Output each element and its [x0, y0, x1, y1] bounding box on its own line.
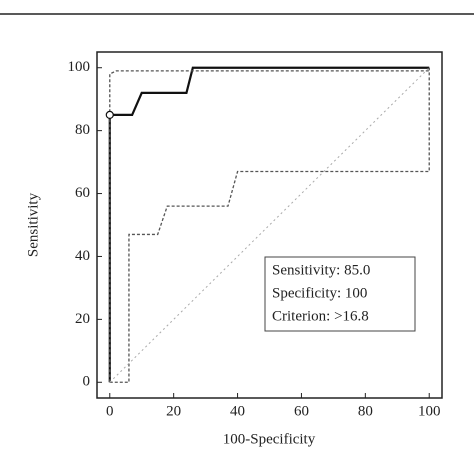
- x-tick-label: 20: [166, 403, 181, 419]
- y-tick-label: 100: [68, 59, 91, 75]
- y-tick-label: 60: [75, 185, 90, 201]
- y-tick-label: 40: [75, 248, 90, 264]
- x-tick-label: 60: [294, 403, 309, 419]
- x-axis-label: 100-Specificity: [223, 431, 316, 447]
- x-tick-label: 0: [106, 403, 114, 419]
- x-tick-label: 40: [230, 403, 245, 419]
- roc-line: [109, 67, 430, 383]
- annotation-line: Sensitivity: 85.0: [272, 262, 370, 278]
- annotation-line: Specificity: 100: [272, 285, 367, 301]
- annotation-line: Criterion: >16.8: [272, 308, 369, 324]
- x-tick-label: 80: [358, 403, 373, 419]
- roc-line: [109, 67, 430, 383]
- operating-point: [105, 110, 114, 120]
- y-axis-label: Sensitivity: [25, 192, 41, 257]
- roc-line: [109, 67, 430, 383]
- x-tick-label: 100: [418, 403, 441, 419]
- plot-frame: [96, 51, 443, 399]
- y-tick-label: 0: [83, 374, 91, 390]
- annotation-box: [264, 256, 416, 332]
- y-tick-label: 80: [75, 122, 90, 138]
- y-tick-label: 20: [75, 311, 90, 327]
